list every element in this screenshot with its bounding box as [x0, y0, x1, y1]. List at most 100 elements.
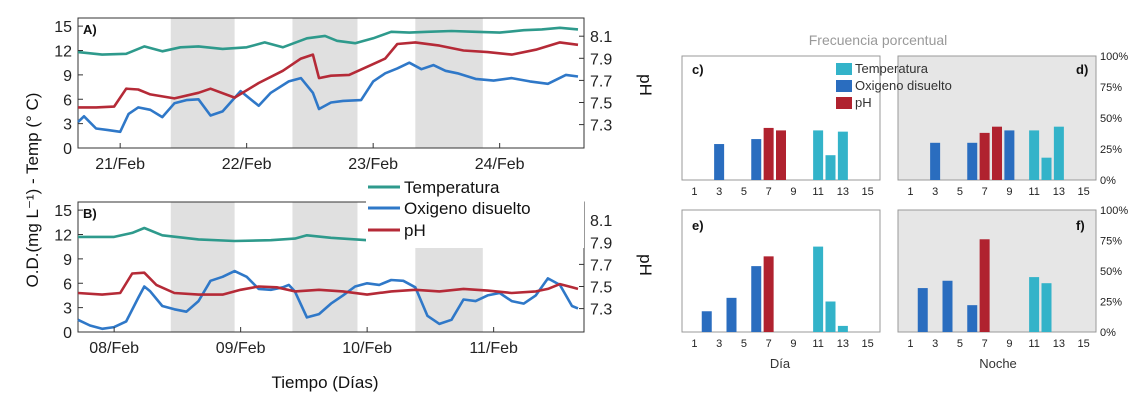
- bar-legend-swatch-oxigeno: [836, 80, 852, 92]
- x-tick-label: 11: [812, 338, 823, 350]
- panel-a-y2-label: pH: [636, 74, 655, 96]
- x-tick-label: 1: [907, 338, 913, 350]
- x-tick-label: 5: [957, 338, 963, 350]
- x-tick-label: 15: [862, 186, 874, 198]
- y-tick-label: 25%: [1100, 144, 1122, 156]
- y-tick-label: 6: [63, 276, 72, 293]
- x-tick-label: 5: [741, 186, 747, 198]
- x-tick-label: 23/Feb: [348, 156, 398, 173]
- x-axis-label: Tiempo (Días): [271, 373, 378, 392]
- panel-e-xlabel: Día: [770, 356, 791, 371]
- panel-f-xlabel: Noche: [979, 356, 1017, 371]
- x-tick-label: 15: [1078, 338, 1090, 350]
- y-tick-label: 15: [54, 19, 72, 36]
- panelf-bar-oxigeno-disuelto: [967, 305, 978, 332]
- x-tick-label: 3: [716, 186, 722, 198]
- x-tick-label: 1: [907, 186, 913, 198]
- panela-night-band: [292, 18, 358, 148]
- panela-night-band: [170, 18, 235, 148]
- legend-label-oxigeno: Oxigeno disuelto: [404, 199, 531, 218]
- panela-series-temperatura: [77, 26, 579, 56]
- y-tick-label: 0%: [1100, 327, 1116, 339]
- panel-e-frame: [681, 209, 881, 333]
- panelb-night-band: [170, 202, 235, 332]
- x-tick-label: 1: [691, 338, 697, 350]
- x-tick-label: 7: [982, 338, 988, 350]
- panelb-series-ph: [77, 271, 579, 296]
- panel-a: 0 3 6 9 12 15 7.3 7.5 7.7 7.9 8.1 21/Feb 22/Feb 23/Fe…: [54, 17, 612, 173]
- x-tick-label: 22/Feb: [222, 156, 272, 173]
- panel-a-frame: [77, 17, 585, 149]
- panelf-bar-ph: [979, 239, 990, 332]
- x-tick-label: 7: [766, 186, 772, 198]
- y2-tick-label: 8.1: [590, 29, 612, 46]
- x-tick-label: 11: [812, 186, 823, 198]
- panele-bar-oxigeno-disuelto: [751, 266, 762, 332]
- bar-legend: Temperatura Oxigeno disuelto pH: [836, 61, 952, 110]
- panel-a-tag: A): [83, 22, 97, 37]
- paneld-bar-temperatura: [1053, 126, 1064, 180]
- panelb-series-oxigeno-disuelto: [77, 269, 579, 331]
- x-tick-label: 13: [837, 186, 849, 198]
- x-tick-label: 9: [790, 186, 796, 198]
- y-tick-label: 15: [54, 203, 72, 220]
- legend-label-temperatura: Temperatura: [404, 178, 500, 197]
- x-tick-label: 21/Feb: [95, 156, 145, 173]
- panelc-bar-temperatura: [837, 131, 848, 180]
- x-tick-label: 08/Feb: [89, 340, 139, 357]
- panel-f: 1 3 5 7 9 11 13 150%25%50%75%100% f): [897, 205, 1128, 350]
- y-tick-label: 0: [63, 141, 72, 158]
- y-tick-label: 75%: [1100, 236, 1122, 248]
- x-tick-label: 10/Feb: [342, 340, 392, 357]
- x-tick-label: 13: [1053, 186, 1065, 198]
- panela-night-band: [415, 18, 483, 148]
- panele-bar-temperatura: [825, 301, 836, 332]
- y2-tick-label: 7.7: [590, 257, 612, 274]
- y2-tick-label: 7.7: [590, 73, 612, 90]
- paneld-bar-temperatura: [1029, 130, 1040, 180]
- y2-tick-label: 7.3: [590, 302, 612, 319]
- x-tick-label: 5: [741, 338, 747, 350]
- x-tick-label: 13: [837, 338, 849, 350]
- panelc-bar-temperatura: [813, 130, 824, 180]
- panel-f-tag: f): [1076, 218, 1085, 233]
- panelb-night-band: [292, 202, 358, 332]
- panele-bar-oxigeno-disuelto: [701, 311, 712, 332]
- paneld-bar-oxigeno-disuelto: [930, 142, 941, 180]
- y2-tick-label: 7.5: [590, 280, 612, 297]
- y2-tick-label: 7.9: [590, 51, 612, 68]
- x-tick-label: 9: [1006, 186, 1012, 198]
- y-tick-label: 9: [63, 68, 72, 85]
- panel-b-frame: [77, 201, 585, 333]
- panele-bar-oxigeno-disuelto: [726, 297, 737, 332]
- y2-tick-label: 7.3: [590, 118, 612, 135]
- paneld-bar-ph: [979, 132, 990, 180]
- x-tick-label: 3: [716, 338, 722, 350]
- x-tick-label: 1: [691, 186, 697, 198]
- x-tick-label: 11: [1028, 186, 1039, 198]
- panelf-bar-temperatura: [1029, 277, 1040, 332]
- bar-legend-label-oxigeno: Oxigeno disuelto: [855, 78, 952, 93]
- y-tick-label: 6: [63, 92, 72, 109]
- y-tick-label: 3: [63, 117, 72, 134]
- x-tick-label: 3: [932, 338, 938, 350]
- line-legend: Temperatura Oxigeno disuelto pH: [366, 172, 584, 248]
- panel-e: 1 3 5 7 9 11 13 15 e): [681, 209, 881, 350]
- bar-legend-swatch-temperatura: [836, 63, 852, 75]
- y-tick-label: 50%: [1100, 113, 1122, 125]
- panelc-bar-oxigeno-disuelto: [751, 139, 762, 180]
- y-tick-label: 0%: [1100, 175, 1116, 187]
- bar-legend-label-temperatura: Temperatura: [855, 61, 929, 76]
- panel-c: 1 3 5 7 9 11 13 15 c): [681, 55, 881, 198]
- panelc-bar-ph: [763, 127, 774, 180]
- panele-bar-temperatura: [837, 325, 848, 332]
- x-tick-label: 9: [790, 338, 796, 350]
- paneld-bar-temperatura: [1041, 157, 1052, 180]
- y-tick-label: 100%: [1100, 51, 1128, 63]
- x-tick-label: 7: [982, 186, 988, 198]
- bar-legend-swatch-ph: [836, 97, 852, 109]
- y-tick-label: 50%: [1100, 266, 1122, 278]
- panelf-bar-temperatura: [1041, 283, 1052, 332]
- panelc-bar-temperatura: [825, 155, 836, 180]
